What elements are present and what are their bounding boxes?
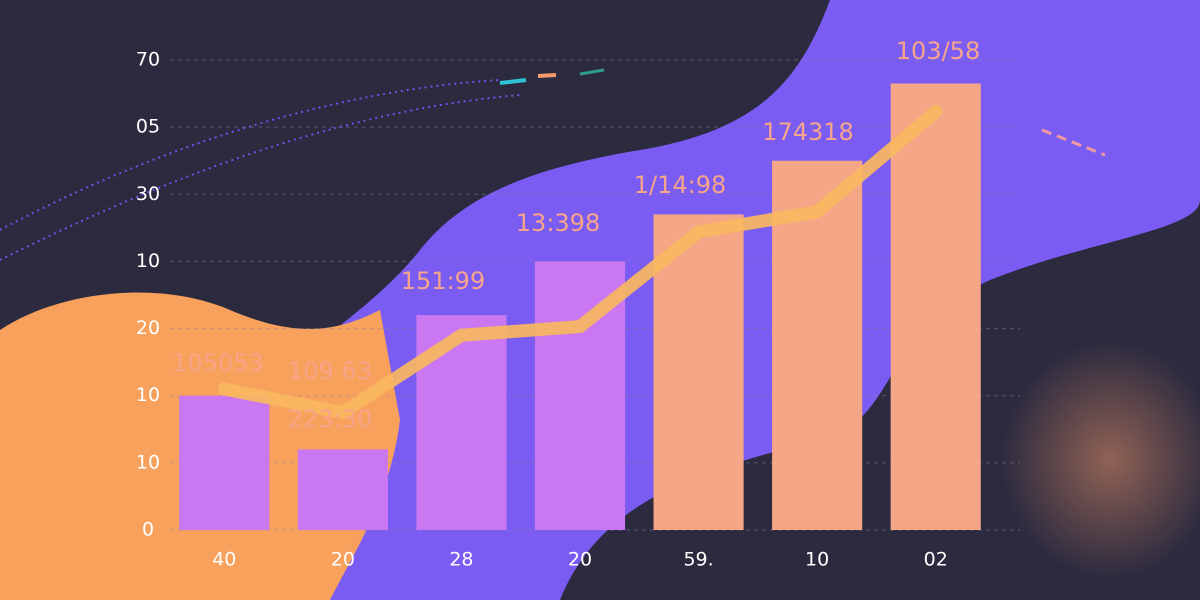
y-tick-label: 70 <box>136 49 160 71</box>
x-tick-label: 20 <box>331 549 355 571</box>
x-tick-label: 02 <box>924 549 948 571</box>
x-tick-label: 10 <box>805 549 829 571</box>
annotation: 105053 <box>172 349 264 377</box>
y-tick-label: 0 <box>142 519 154 541</box>
x-tick-label: 20 <box>568 549 592 571</box>
x-tick-label: 40 <box>212 549 236 571</box>
trend-line <box>217 105 943 420</box>
annotation: 13:398 <box>516 209 600 237</box>
bar <box>179 395 270 530</box>
y-tick-label: 10 <box>136 250 160 272</box>
bar <box>653 214 744 530</box>
decor-dash <box>579 68 605 76</box>
overlay: 40 20 28 20 59. 10 02 105053 109 63 223:30 151:99 1… <box>172 37 980 571</box>
decor-dots <box>1000 340 1200 580</box>
annotation: 151:99 <box>401 267 485 295</box>
x-tick-label: 28 <box>449 549 473 571</box>
bar <box>416 315 507 530</box>
y-tick-label: 20 <box>136 317 160 339</box>
x-tick-label: 59. <box>683 549 713 571</box>
annotation: 1/14:98 <box>634 171 727 199</box>
y-tick-label: 05 <box>136 116 160 138</box>
y-tick-label: 10 <box>136 451 160 473</box>
decor-dash <box>1041 128 1106 157</box>
annotation: 174318 <box>762 118 854 146</box>
bar <box>890 83 981 530</box>
annotation: 103/58 <box>896 37 980 65</box>
decor-dash <box>499 78 527 85</box>
bar <box>297 449 388 530</box>
y-tick-label: 30 <box>136 183 160 205</box>
decor-dash <box>537 73 557 78</box>
annotation: 223:30 <box>288 405 372 433</box>
y-tick-label: 10 <box>136 384 160 406</box>
annotation: 109 63 <box>288 357 372 385</box>
